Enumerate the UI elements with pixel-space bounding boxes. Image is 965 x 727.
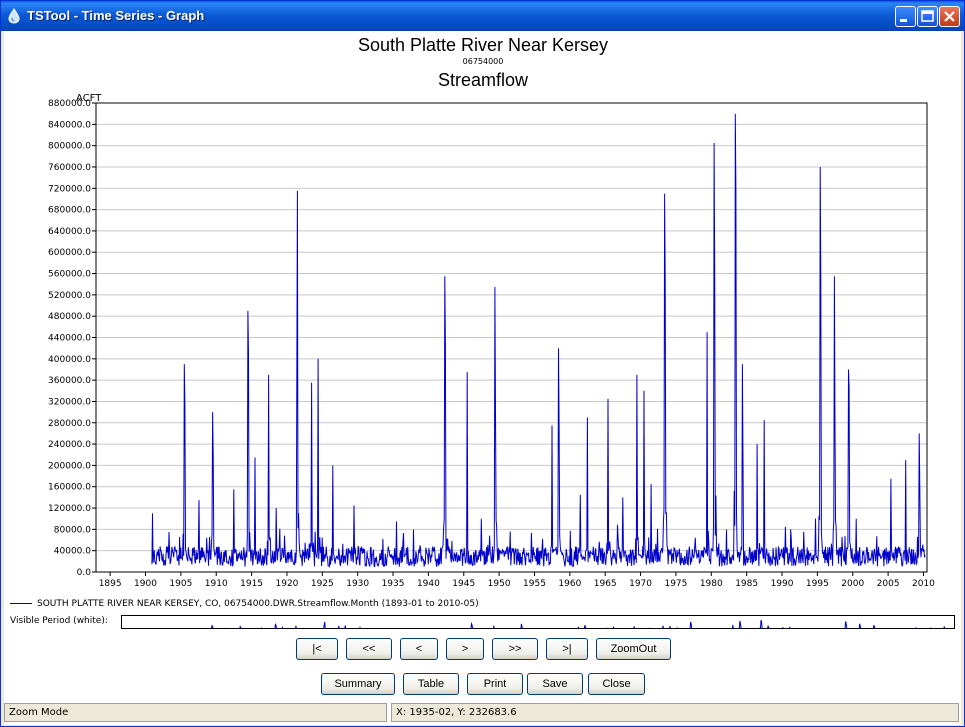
x-tick-label: 1990 [771,579,794,589]
summary-button[interactable]: Summary [321,673,395,695]
chart-subtitle: 06754000 [463,57,504,66]
x-tick-label: 1950 [488,579,511,589]
y-tick-label: 520000.0 [48,291,91,301]
legend: SOUTH PLATTE RIVER NEAR KERSEY, CO, 0675… [10,599,479,609]
y-tick-label: 440000.0 [48,334,91,344]
x-tick-label: 1915 [240,579,263,589]
print-button[interactable]: Print [467,673,523,695]
y-tick-label: 680000.0 [48,206,91,216]
x-tick-label: 1960 [558,579,581,589]
x-tick-label: 1895 [99,579,122,589]
save-button[interactable]: Save [527,673,583,695]
y-tick-label: 800000.0 [48,142,91,152]
minimize-icon [900,19,907,22]
window-title: TSTool - Time Series - Graph [27,8,205,23]
x-tick-label: 2010 [912,579,935,589]
y-tick-label: 560000.0 [48,270,91,280]
table-button[interactable]: Table [403,673,459,695]
x-tick-label: 1935 [382,579,405,589]
y-tick-label: 280000.0 [48,419,91,429]
action-toolbar: Summary Table Print Save Close [4,673,961,697]
page-back-button[interactable]: << [346,638,392,660]
y-tick-label: 240000.0 [48,440,91,450]
x-tick-label: 1945 [452,579,475,589]
close-window-button[interactable]: Close [588,673,645,695]
status-mode: Zoom Mode [4,703,387,722]
x-tick-label: 1925 [311,579,334,589]
maximize-button[interactable] [917,6,938,27]
title-bar[interactable]: TSTool - Time Series - Graph [1,1,964,31]
water-drop-icon [8,8,20,24]
x-tick-label: 1940 [417,579,440,589]
zoom-out-button[interactable]: ZoomOut [596,638,671,660]
streamflow-chart[interactable]: South Platte River Near Kersey 06754000 … [4,31,961,596]
y-tick-label: 840000.0 [48,120,91,130]
y-tick-label: 0.0 [77,568,92,578]
navigation-toolbar: |< << < > >> >| ZoomOut [4,638,961,662]
go-end-button[interactable]: >| [546,638,588,660]
y-tick-label: 720000.0 [48,184,91,194]
plot-frame [95,102,928,573]
chart-title: South Platte River Near Kersey [358,35,608,55]
step-back-button[interactable]: < [400,638,438,660]
maximize-icon [921,10,934,22]
legend-label: SOUTH PLATTE RIVER NEAR KERSEY, CO, 0675… [37,599,479,609]
x-tick-label: 2000 [841,579,864,589]
y-tick-label: 640000.0 [48,227,91,237]
y-tick-label: 480000.0 [48,312,91,322]
x-tick-label: 1985 [735,579,758,589]
visible-period-overview[interactable] [121,615,955,629]
x-tick-label: 1930 [346,579,369,589]
x-tick-label: 2005 [877,579,900,589]
y-tick-label: 160000.0 [48,483,91,493]
x-tick-label: 1970 [629,579,652,589]
x-tick-label: 1975 [664,579,687,589]
y-tick-label: 400000.0 [48,355,91,365]
x-tick-label: 1980 [700,579,723,589]
y-axis-label: ACFT [76,93,102,104]
x-tick-label: 1995 [806,579,829,589]
minimize-button[interactable] [895,6,916,27]
y-tick-label: 880000.0 [48,99,91,109]
graph-panel: South Platte River Near Kersey 06754000 … [4,31,961,725]
x-tick-label: 1905 [169,579,192,589]
x-tick-label: 1965 [594,579,617,589]
y-tick-label: 760000.0 [48,163,91,173]
y-tick-label: 320000.0 [48,397,91,407]
close-button[interactable] [939,6,960,27]
y-tick-label: 600000.0 [48,248,91,258]
y-tick-label: 360000.0 [48,376,91,386]
y-tick-label: 120000.0 [48,504,91,514]
go-start-button[interactable]: |< [296,638,338,660]
step-forward-button[interactable]: > [446,638,484,660]
x-tick-label: 1955 [523,579,546,589]
y-tick-label: 40000.0 [54,547,91,557]
overview-series-line [180,620,946,628]
x-tick-label: 1920 [276,579,299,589]
close-icon [944,11,955,22]
overview-sparkline [180,620,946,628]
y-tick-label: 80000.0 [54,525,91,535]
legend-swatch [10,603,32,604]
x-tick-label: 1910 [205,579,228,589]
page-forward-button[interactable]: >> [492,638,538,660]
chart-title2: Streamflow [438,70,529,90]
x-tick-label: 1900 [134,579,157,589]
status-coordinates: X: 1935-02, Y: 232683.6 [391,703,959,722]
streamflow-series-line[interactable] [151,113,926,569]
visible-period-label: Visible Period (white): [10,616,108,626]
y-tick-label: 200000.0 [48,461,91,471]
